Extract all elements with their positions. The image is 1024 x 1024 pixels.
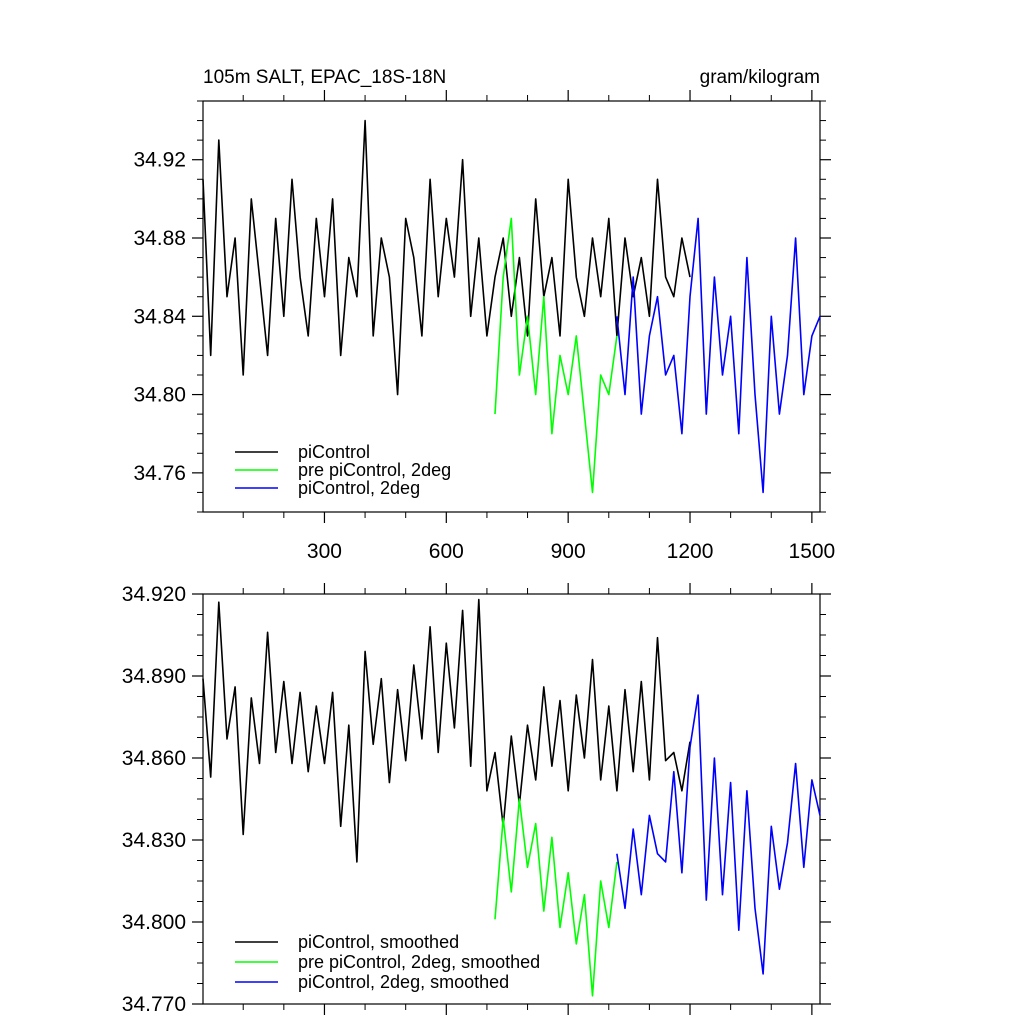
top-series-line-0 bbox=[202, 119, 691, 396]
top-panel-title: 105m SALT, EPAC_18S-18N bbox=[203, 67, 446, 88]
top-xtick-label: 1500 bbox=[789, 540, 836, 563]
top-legend-label: piControl bbox=[298, 442, 370, 462]
top-panel-ticks: 300 600 900 1200 1500 34.76 34.80 34.84 34.88 34.… bbox=[133, 90, 835, 563]
top-series-line-2 bbox=[616, 217, 821, 494]
top-xtick-label: 1200 bbox=[667, 540, 714, 563]
bottom-series-line-1 bbox=[494, 798, 618, 997]
bottom-ytick-label: 34.770 bbox=[122, 993, 186, 1016]
bottom-ytick-label: 34.920 bbox=[122, 583, 186, 606]
bottom-panel-lines bbox=[202, 598, 821, 997]
bottom-legend-label: pre piControl, 2deg, smoothed bbox=[298, 952, 540, 972]
top-series-line-1 bbox=[494, 217, 618, 494]
top-legend-label: pre piControl, 2deg bbox=[298, 460, 451, 480]
top-panel-units: gram/kilogram bbox=[700, 67, 820, 88]
top-ytick-label: 34.76 bbox=[133, 462, 186, 485]
top-panel-lines bbox=[202, 119, 821, 494]
top-ytick-label: 34.88 bbox=[133, 227, 186, 250]
top-panel: 105m SALT, EPAC_18S-18N gram/kilogram 30… bbox=[133, 67, 835, 563]
bottom-series-line-0 bbox=[202, 598, 691, 863]
bottom-series-line-2 bbox=[616, 694, 821, 975]
bottom-ytick-label: 34.800 bbox=[122, 911, 186, 934]
bottom-legend-label: piControl, smoothed bbox=[298, 932, 459, 952]
top-ytick-label: 34.92 bbox=[133, 149, 186, 172]
top-ytick-label: 34.80 bbox=[133, 384, 186, 407]
top-ytick-label: 34.84 bbox=[133, 305, 186, 328]
bottom-panel-ticks: 34.770 34.800 34.830 34.860 34.890 34.920 bbox=[122, 583, 831, 1016]
top-legend-label: piControl, 2deg bbox=[298, 478, 420, 498]
bottom-ytick-label: 34.860 bbox=[122, 747, 186, 770]
bottom-legend-label: piControl, 2deg, smoothed bbox=[298, 972, 509, 992]
top-xtick-label: 300 bbox=[307, 540, 342, 563]
bottom-panel: 34.770 34.800 34.830 34.860 34.890 34.920 piC… bbox=[122, 583, 831, 1016]
top-xtick-label: 600 bbox=[429, 540, 464, 563]
top-xtick-label: 900 bbox=[551, 540, 586, 563]
bottom-ytick-label: 34.890 bbox=[122, 665, 186, 688]
top-panel-frame bbox=[202, 100, 821, 513]
bottom-ytick-label: 34.830 bbox=[122, 829, 186, 852]
